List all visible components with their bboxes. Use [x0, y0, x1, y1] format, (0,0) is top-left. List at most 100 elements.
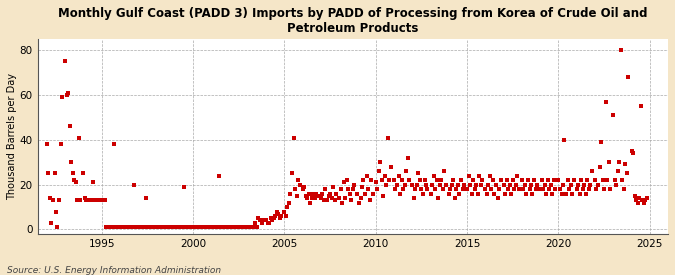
Point	[184, 225, 195, 229]
Point	[140, 196, 151, 200]
Point	[110, 225, 121, 229]
Point	[224, 225, 235, 229]
Text: Source: U.S. Energy Information Administration: Source: U.S. Energy Information Administ…	[7, 266, 221, 275]
Point	[381, 182, 392, 187]
Point	[456, 178, 466, 182]
Point	[162, 225, 173, 229]
Point	[437, 187, 448, 191]
Point	[372, 187, 383, 191]
Point	[337, 200, 348, 205]
Point	[219, 225, 230, 229]
Point	[194, 225, 205, 229]
Point	[90, 198, 101, 202]
Point	[107, 225, 117, 229]
Point	[325, 191, 335, 196]
Point	[567, 191, 578, 196]
Point	[142, 225, 153, 229]
Point	[121, 225, 132, 229]
Point	[191, 225, 202, 229]
Point	[68, 171, 78, 176]
Point	[408, 196, 419, 200]
Point	[160, 225, 171, 229]
Point	[439, 169, 450, 173]
Point	[343, 187, 354, 191]
Point	[379, 174, 390, 178]
Point	[538, 187, 549, 191]
Point	[64, 124, 75, 128]
Point	[115, 225, 126, 229]
Point	[293, 178, 304, 182]
Point	[290, 187, 300, 191]
Point	[458, 182, 469, 187]
Point	[367, 191, 378, 196]
Point	[472, 191, 483, 196]
Title: Monthly Gulf Coast (PADD 3) Imports by PADD of Processing from Korea of Crude Oi: Monthly Gulf Coast (PADD 3) Imports by P…	[58, 7, 647, 35]
Point	[565, 182, 576, 187]
Point	[178, 185, 189, 189]
Point	[128, 182, 139, 187]
Point	[119, 225, 130, 229]
Point	[594, 164, 605, 169]
Point	[371, 180, 381, 185]
Point	[635, 104, 646, 108]
Point	[57, 95, 68, 99]
Point	[189, 225, 200, 229]
Point	[632, 200, 643, 205]
Point	[577, 187, 588, 191]
Point	[101, 225, 111, 229]
Point	[349, 182, 360, 187]
Point	[306, 196, 317, 200]
Point	[291, 194, 302, 198]
Point	[84, 198, 95, 202]
Point	[503, 187, 514, 191]
Point	[416, 187, 427, 191]
Point	[547, 191, 558, 196]
Point	[270, 214, 281, 218]
Point	[236, 225, 247, 229]
Point	[328, 185, 339, 189]
Point	[463, 174, 474, 178]
Point	[317, 191, 328, 196]
Point	[124, 225, 134, 229]
Point	[554, 187, 565, 191]
Point	[217, 225, 227, 229]
Point	[109, 142, 119, 147]
Point	[234, 225, 244, 229]
Point	[253, 216, 264, 221]
Point	[522, 178, 533, 182]
Point	[127, 225, 138, 229]
Point	[589, 178, 600, 182]
Point	[510, 182, 521, 187]
Point	[46, 221, 57, 225]
Point	[443, 191, 454, 196]
Point	[97, 198, 107, 202]
Point	[514, 187, 524, 191]
Point	[258, 218, 269, 223]
Point	[361, 174, 372, 178]
Point	[629, 194, 640, 198]
Point	[303, 191, 314, 196]
Point	[308, 191, 319, 196]
Point	[536, 178, 547, 182]
Point	[116, 225, 127, 229]
Point	[86, 198, 97, 202]
Point	[608, 113, 619, 117]
Point	[182, 225, 192, 229]
Point	[506, 191, 516, 196]
Point	[470, 182, 481, 187]
Point	[125, 225, 136, 229]
Point	[99, 198, 110, 202]
Point	[352, 191, 363, 196]
Point	[434, 182, 445, 187]
Point	[630, 198, 641, 202]
Point	[139, 225, 150, 229]
Point	[51, 209, 61, 214]
Point	[329, 198, 340, 202]
Point	[620, 162, 631, 167]
Point	[122, 225, 133, 229]
Point	[521, 191, 532, 196]
Point	[556, 191, 567, 196]
Point	[78, 171, 89, 176]
Point	[495, 178, 506, 182]
Point	[425, 191, 436, 196]
